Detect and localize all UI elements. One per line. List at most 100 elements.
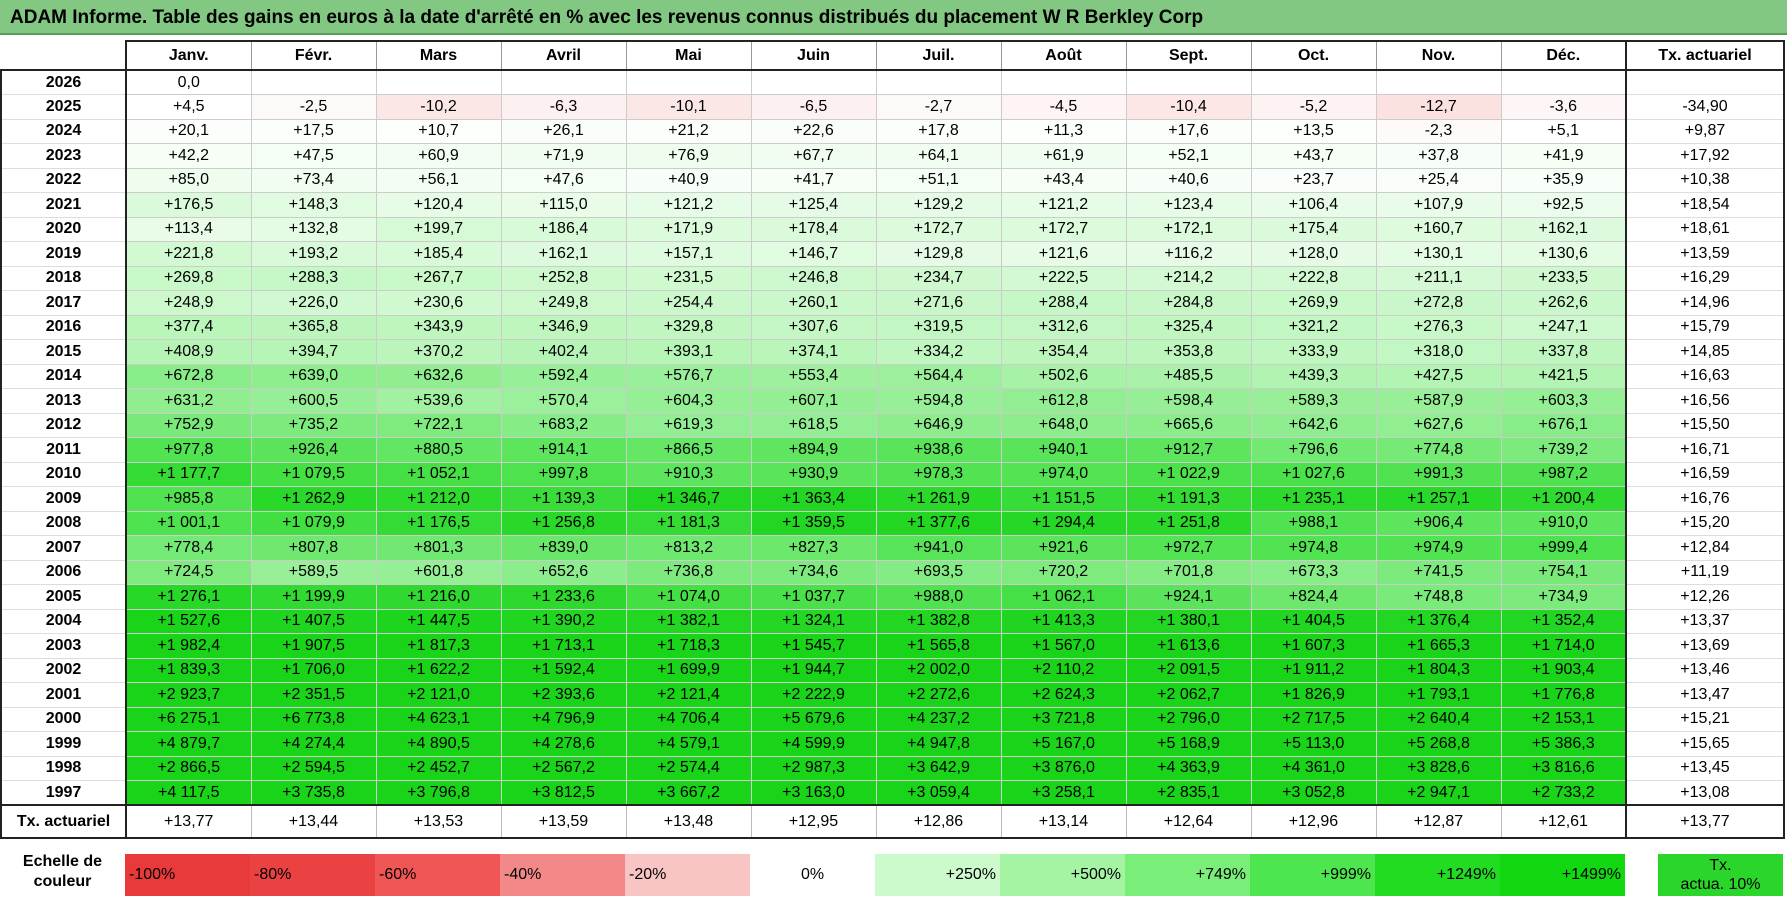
annual-rate-cell: +16,59 xyxy=(1625,462,1785,487)
month-header: Déc. xyxy=(1500,40,1627,71)
gain-cell: +41,7 xyxy=(750,167,877,193)
gain-cell: +231,5 xyxy=(625,265,752,291)
gain-cell: +619,3 xyxy=(625,412,752,438)
table-row: 2010 +1 177,7 +1 079,5 +1 052,1 +997,8 +910,3… xyxy=(0,461,1785,487)
gain-cell: +176,5 xyxy=(125,192,252,218)
gain-cell: +603,3 xyxy=(1500,388,1627,414)
gain-cell: -2,7 xyxy=(875,94,1002,120)
annual-rate-cell: +15,21 xyxy=(1625,707,1785,732)
gain-cell: +5 679,6 xyxy=(750,706,877,732)
gain-cell: +288,4 xyxy=(1000,290,1127,316)
table-row: 2016 +377,4 +365,8 +343,9 +346,9 +329,8 +307,6… xyxy=(0,314,1785,340)
gain-cell: +106,4 xyxy=(1250,192,1377,218)
gain-cell: +631,2 xyxy=(125,388,252,414)
gain-cell: +40,6 xyxy=(1125,167,1252,193)
report-title: ADAM Informe. Table des gains en euros à… xyxy=(0,0,1787,35)
gain-cell: +2 091,5 xyxy=(1125,657,1252,683)
gain-cell: +17,6 xyxy=(1125,118,1252,144)
gain-cell: +252,8 xyxy=(500,265,627,291)
year-cell: 2016 xyxy=(0,315,127,340)
month-header: Janv. xyxy=(125,40,252,71)
year-cell: 2024 xyxy=(0,119,127,144)
gain-cell: +1 199,9 xyxy=(250,584,377,610)
year-cell: 1999 xyxy=(0,731,127,757)
gain-cell: +172,7 xyxy=(875,216,1002,242)
gain-cell: +4 274,4 xyxy=(250,731,377,757)
table-row: 2024 +20,1 +17,5 +10,7 +26,1 +21,2 +22,6 +17,8 +… xyxy=(0,118,1785,144)
gain-cell: +627,6 xyxy=(1375,412,1502,438)
monthly-rate-cell: +12,86 xyxy=(875,804,1002,839)
gain-cell: +22,6 xyxy=(750,118,877,144)
gain-cell: +1 233,6 xyxy=(500,584,627,610)
gain-cell: +222,5 xyxy=(1000,265,1127,291)
color-scale-label: Echelle de couleur xyxy=(0,852,125,892)
gain-cell: +121,2 xyxy=(625,192,752,218)
gain-cell: +987,2 xyxy=(1500,461,1627,487)
annual-rate-cell: +16,76 xyxy=(1625,486,1785,512)
gain-cell: +570,4 xyxy=(500,388,627,414)
gain-cell: +1 665,3 xyxy=(1375,633,1502,659)
gain-cell: +60,9 xyxy=(375,143,502,169)
monthly-rate-cell: +13,44 xyxy=(250,804,377,839)
gain-cell: +2 866,5 xyxy=(125,755,252,781)
gain-cell: +1 545,7 xyxy=(750,633,877,659)
gain-cell: +73,4 xyxy=(250,167,377,193)
annual-rate-cell xyxy=(1625,69,1785,95)
gain-cell: +26,1 xyxy=(500,118,627,144)
gain-cell: +43,7 xyxy=(1250,143,1377,169)
gain-cell: +1 251,8 xyxy=(1125,510,1252,536)
gain-cell: +157,1 xyxy=(625,241,752,267)
gain-cell: +754,1 xyxy=(1500,559,1627,585)
gain-cell: +1 982,4 xyxy=(125,633,252,659)
gain-cell: +930,9 xyxy=(750,461,877,487)
gain-cell: +439,3 xyxy=(1250,363,1377,389)
year-cell: 2014 xyxy=(0,364,127,389)
gain-cell: +600,5 xyxy=(250,388,377,414)
gain-cell: +4 890,5 xyxy=(375,731,502,757)
gain-cell: +247,1 xyxy=(1500,314,1627,340)
gain-cell: +752,9 xyxy=(125,412,252,438)
gain-cell: -6,3 xyxy=(500,94,627,120)
gain-cell: +337,8 xyxy=(1500,339,1627,365)
gain-cell: +1 718,3 xyxy=(625,633,752,659)
gain-cell: +120,4 xyxy=(375,192,502,218)
table-row: 2000 +6 275,1 +6 773,8 +4 623,1 +4 796,9 +4 7… xyxy=(0,706,1785,732)
gain-cell: +319,5 xyxy=(875,314,1002,340)
gain-cell: +2 640,4 xyxy=(1375,706,1502,732)
gain-cell: +1 714,0 xyxy=(1500,633,1627,659)
table-row: 2022 +85,0 +73,4 +56,1 +47,6 +40,9 +41,7 +51,1 +… xyxy=(0,167,1785,193)
gain-cell: +1 404,5 xyxy=(1250,608,1377,634)
gain-cell: +148,3 xyxy=(250,192,377,218)
gain-cell: +393,1 xyxy=(625,339,752,365)
gain-cell: +234,7 xyxy=(875,265,1002,291)
gain-cell: +2 624,3 xyxy=(1000,682,1127,708)
gain-cell: +23,7 xyxy=(1250,167,1377,193)
gain-cell: +172,1 xyxy=(1125,216,1252,242)
gain-cell: +618,5 xyxy=(750,412,877,438)
gain-cell: +107,9 xyxy=(1375,192,1502,218)
annual-rate-cell: +16,56 xyxy=(1625,388,1785,414)
table-row: 2001 +2 923,7 +2 351,5 +2 121,0 +2 393,6 +2 1… xyxy=(0,682,1785,708)
gain-cell: +171,9 xyxy=(625,216,752,242)
gain-cell: +1 022,9 xyxy=(1125,461,1252,487)
gain-cell: +374,1 xyxy=(750,339,877,365)
month-header: Oct. xyxy=(1250,40,1377,71)
gain-cell: +720,2 xyxy=(1000,559,1127,585)
gain-cell: +5 386,3 xyxy=(1500,731,1627,757)
gain-cell: +2 574,4 xyxy=(625,755,752,781)
gain-cell: +47,5 xyxy=(250,143,377,169)
gain-cell: +67,7 xyxy=(750,143,877,169)
gain-cell: +748,8 xyxy=(1375,584,1502,610)
gain-cell: +211,1 xyxy=(1375,265,1502,291)
table-row: 2004 +1 527,6 +1 407,5 +1 447,5 +1 390,2 +1 3… xyxy=(0,608,1785,634)
gain-cell: +724,5 xyxy=(125,559,252,585)
gain-cell: +318,0 xyxy=(1375,339,1502,365)
year-cell: 2012 xyxy=(0,413,127,438)
gain-cell: +866,5 xyxy=(625,437,752,463)
monthly-rate-cell: +13,59 xyxy=(500,804,627,839)
gain-cell: +276,3 xyxy=(1375,314,1502,340)
gain-cell: +2 923,7 xyxy=(125,682,252,708)
gain-cell: +741,5 xyxy=(1375,559,1502,585)
table-row: 2002 +1 839,3 +1 706,0 +1 622,2 +1 592,4 +1 6… xyxy=(0,657,1785,683)
color-scale-label-line1: Echelle de xyxy=(22,853,103,870)
